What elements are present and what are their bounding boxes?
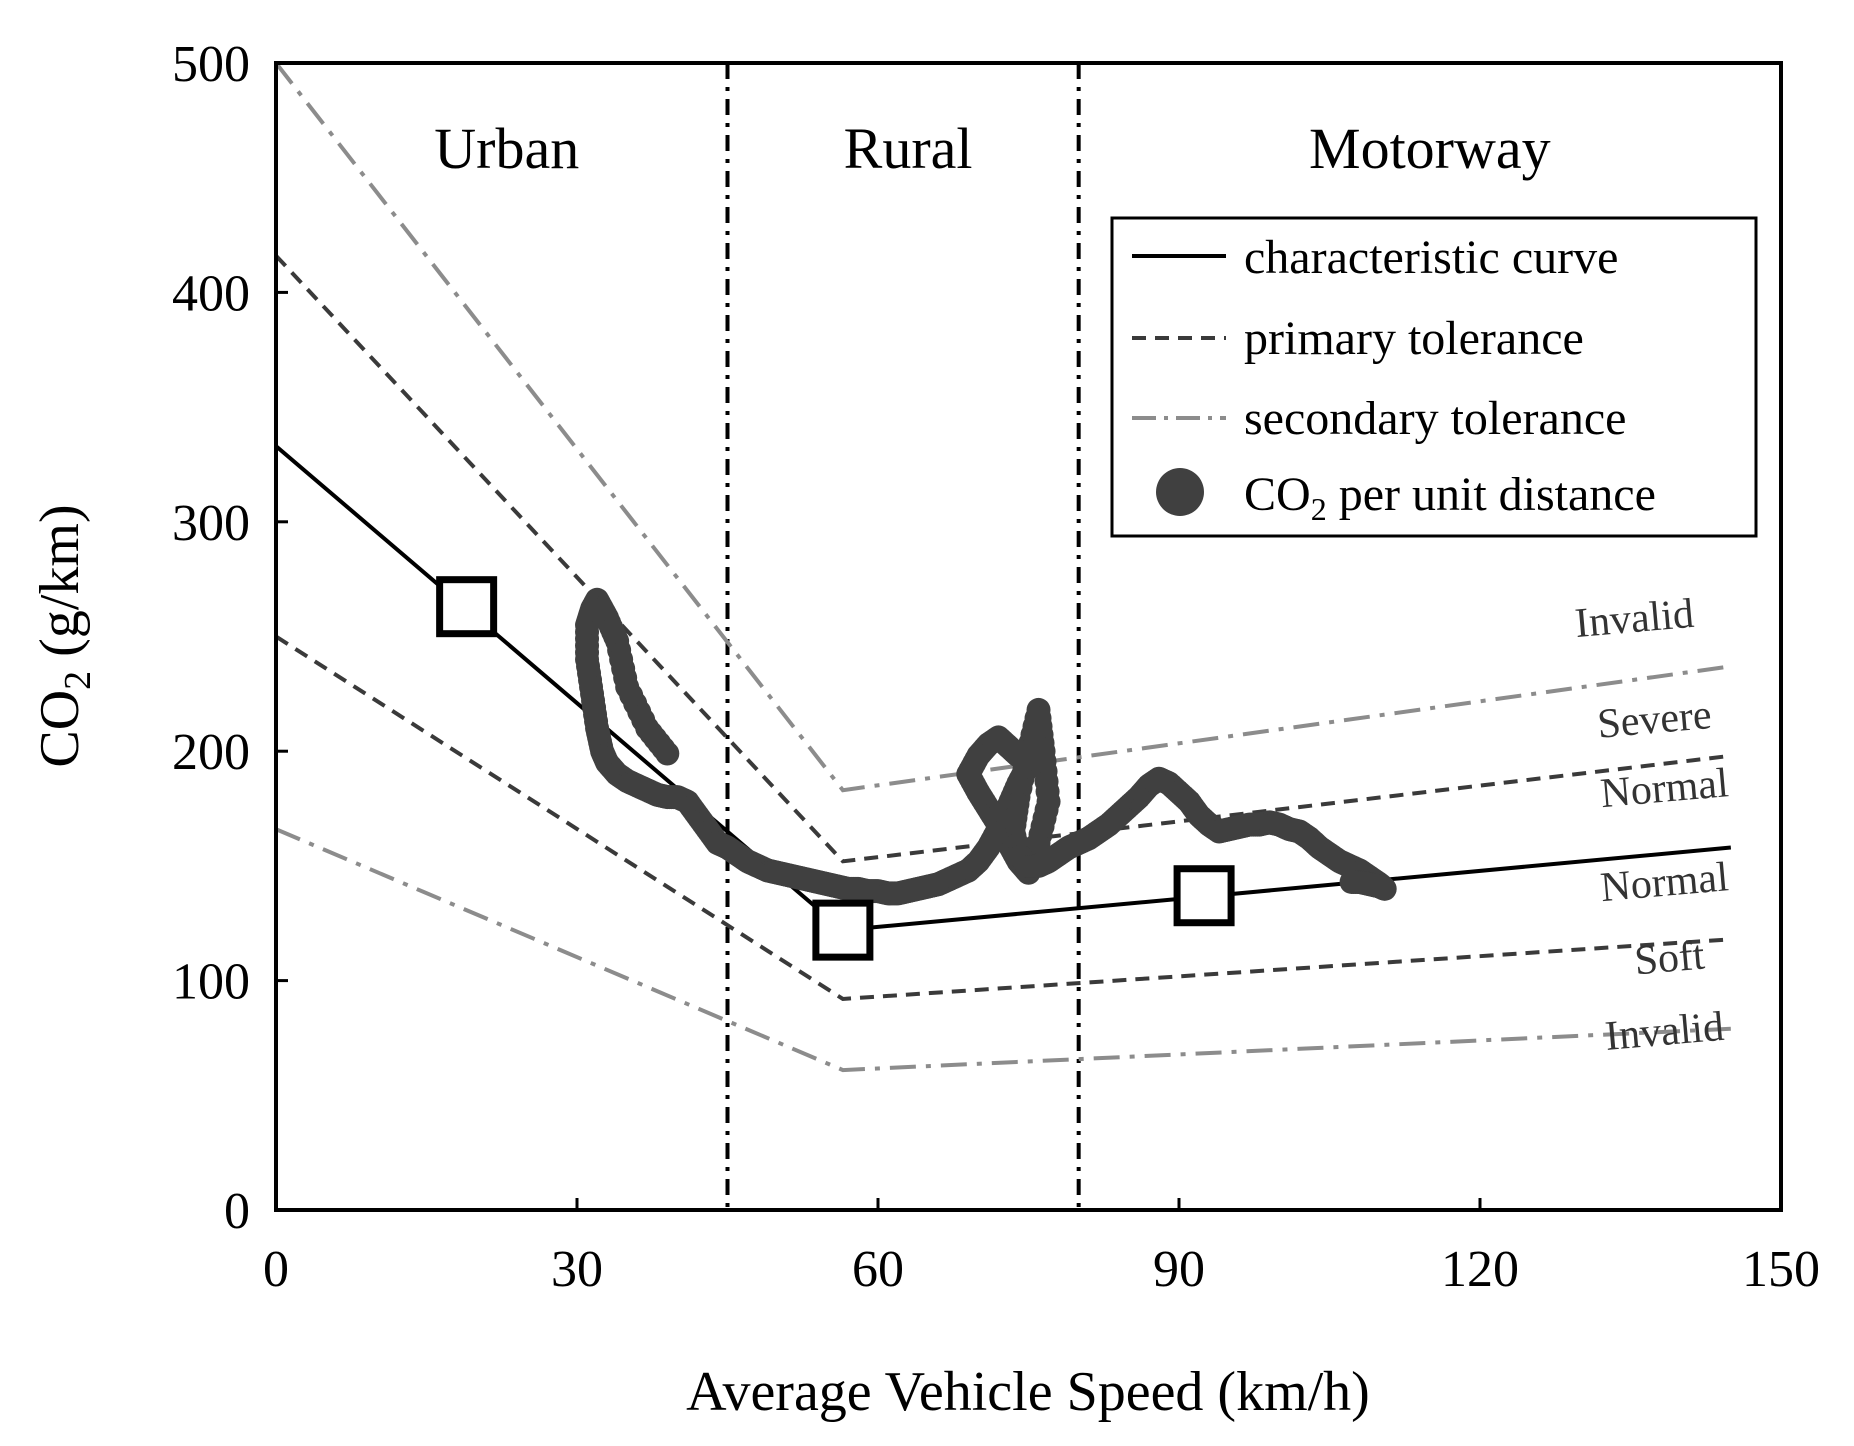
characteristic-point-marker [1173,865,1235,927]
y-axis-title-subscript: 2 [57,671,99,690]
legend-label-co2: CO2 per unit distance [1244,468,1656,527]
band-label: Severe [1596,692,1714,748]
x-axis-title: Average Vehicle Speed (km/h) [686,1361,1370,1423]
x-tick-label: 120 [1441,1241,1519,1298]
plot-area-frame [274,61,1783,1212]
region-label: Rural [844,116,973,181]
co2-trace-point [1339,869,1364,894]
characteristic-point-marker [812,899,874,961]
legend-label-co2-main: CO [1244,468,1311,521]
y-tick-label: 200 [172,724,250,781]
legend: characteristic curve primary tolerance s… [1110,216,1758,538]
y-tick-label: 300 [172,495,250,552]
x-tick-label: 30 [551,1241,603,1298]
x-tick-label: 90 [1153,1241,1205,1298]
y-tick-label: 500 [172,36,250,93]
legend-box [1110,216,1758,538]
y-tick-label: 0 [224,1183,250,1240]
region-label: Motorway [1309,116,1551,181]
legend-swatch-co2 [1156,468,1204,516]
region-label: Urban [434,116,579,181]
primary-tolerance-lower-line [276,634,1731,1001]
legend-label-secondary: secondary tolerance [1244,392,1626,445]
y-tick-label: 100 [172,954,250,1011]
legend-label-characteristic: characteristic curve [1244,231,1618,284]
band-label: Invalid [1603,1004,1726,1060]
x-tick-label: 150 [1742,1241,1820,1298]
secondary-tolerance-upper-line [276,63,1732,793]
characteristic-point-marker [436,576,498,638]
y-axis-title: CO2 (g/km) [29,504,99,767]
band-label: Invalid [1573,591,1696,647]
legend-label-co2-subscript: 2 [1311,491,1327,527]
y-axis-title-tail: (g/km) [29,504,91,670]
y-tick-label: 400 [172,265,250,322]
band-label: Soft [1633,932,1707,984]
legend-label-primary: primary tolerance [1244,312,1584,365]
x-tick-label: 60 [852,1241,904,1298]
x-tick-label: 0 [263,1241,289,1298]
secondary-tolerance-lower-line [276,827,1731,1073]
legend-label-co2-tail: per unit distance [1327,468,1656,521]
primary-tolerance-upper-line [276,254,1732,864]
band-label: Normal [1599,760,1731,817]
band-label: Normal [1599,854,1731,911]
y-axis-title-main: CO [29,690,91,768]
